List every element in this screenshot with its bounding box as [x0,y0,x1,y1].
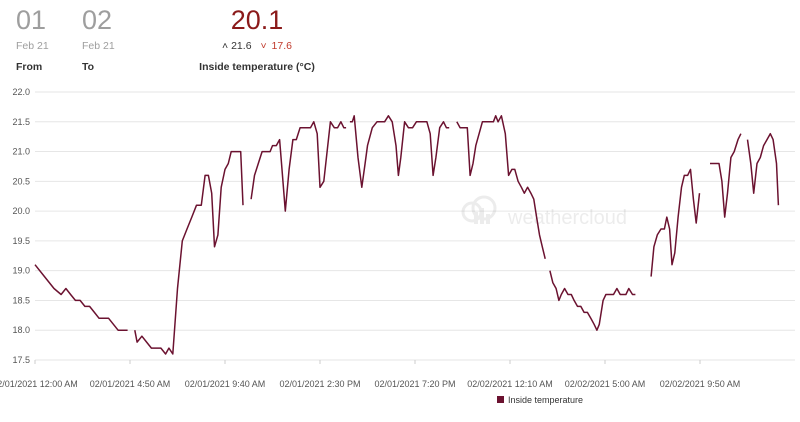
min-temperature: 17.6 [271,40,292,52]
y-tick-label: 19.0 [12,266,30,276]
to-label: To [82,61,95,73]
series-line-segment [549,270,636,331]
x-axis: 02/01/2021 12:00 AM 02/01/2021 4:50 AM 02/… [0,360,740,389]
arrow-up-icon: ˄ [222,40,229,52]
temperature-chart: weathercloud 17.5 18.0 18.5 19.0 19.5 20.0 20.… [0,87,795,405]
from-label: From [16,61,43,73]
series-line-segment [746,132,780,206]
temperature-range: ˄ 21.6 ˅ 17.6 [197,40,317,52]
series-line-segment [34,264,128,331]
x-tick-label: 02/01/2021 9:40 AM [185,379,266,389]
watermark: weathercloud [461,195,627,229]
series-line-segment [250,121,347,212]
y-tick-label: 18.0 [12,325,30,335]
y-tick-label: 21.5 [12,117,30,127]
x-tick-label: 02/01/2021 2:30 PM [279,379,360,389]
legend-label[interactable]: Inside temperature [508,395,583,405]
from-month: Feb 21 [16,40,49,52]
y-axis: 17.5 18.0 18.5 19.0 19.5 20.0 20.5 21.0 21.5 22.0 [12,87,30,365]
x-tick-label: 02/02/2021 12:10 AM [467,379,553,389]
x-tick-label: 02/01/2021 4:50 AM [90,379,171,389]
x-tick-label: 02/01/2021 7:20 PM [374,379,455,389]
arrow-down-icon: ˅ [260,40,267,52]
series-line-segment [710,133,742,218]
from-day: 01 [16,5,47,35]
current-temperature: 20.1 ˄ 21.6 ˅ 17.6 Inside temperature (°… [197,0,317,74]
y-tick-label: 18.5 [12,295,30,305]
from-date: 01 Feb 21 From [16,0,49,74]
current-temperature-value: 20.1 [230,5,284,35]
x-tick-label: 02/02/2021 9:50 AM [660,379,741,389]
temperature-label: Inside temperature (°C) [199,61,315,73]
legend-swatch [497,396,504,403]
grid [35,91,795,361]
x-tick-label: 02/02/2021 5:00 AM [565,379,646,389]
series-line-segment [650,168,701,277]
series-line-segment [134,150,244,355]
max-temperature: 21.6 [231,40,252,52]
to-month: Feb 21 [82,40,115,52]
watermark-text: weathercloud [507,207,627,229]
y-tick-label: 17.5 [12,355,30,365]
y-tick-label: 20.0 [12,206,30,216]
x-tick-label: 02/01/2021 12:00 AM [0,379,78,389]
y-tick-label: 21.0 [12,147,30,157]
series-line-segment [456,115,546,259]
series-line-segment [349,115,450,189]
to-day: 02 [82,5,113,35]
y-tick-label: 20.5 [12,176,30,186]
y-tick-label: 22.0 [12,87,30,97]
series-inside-temperature [34,115,780,355]
legend[interactable]: Inside temperature [497,395,583,405]
to-date: 02 Feb 21 To [82,0,115,74]
cloud-icon [461,195,497,224]
y-tick-label: 19.5 [12,236,30,246]
